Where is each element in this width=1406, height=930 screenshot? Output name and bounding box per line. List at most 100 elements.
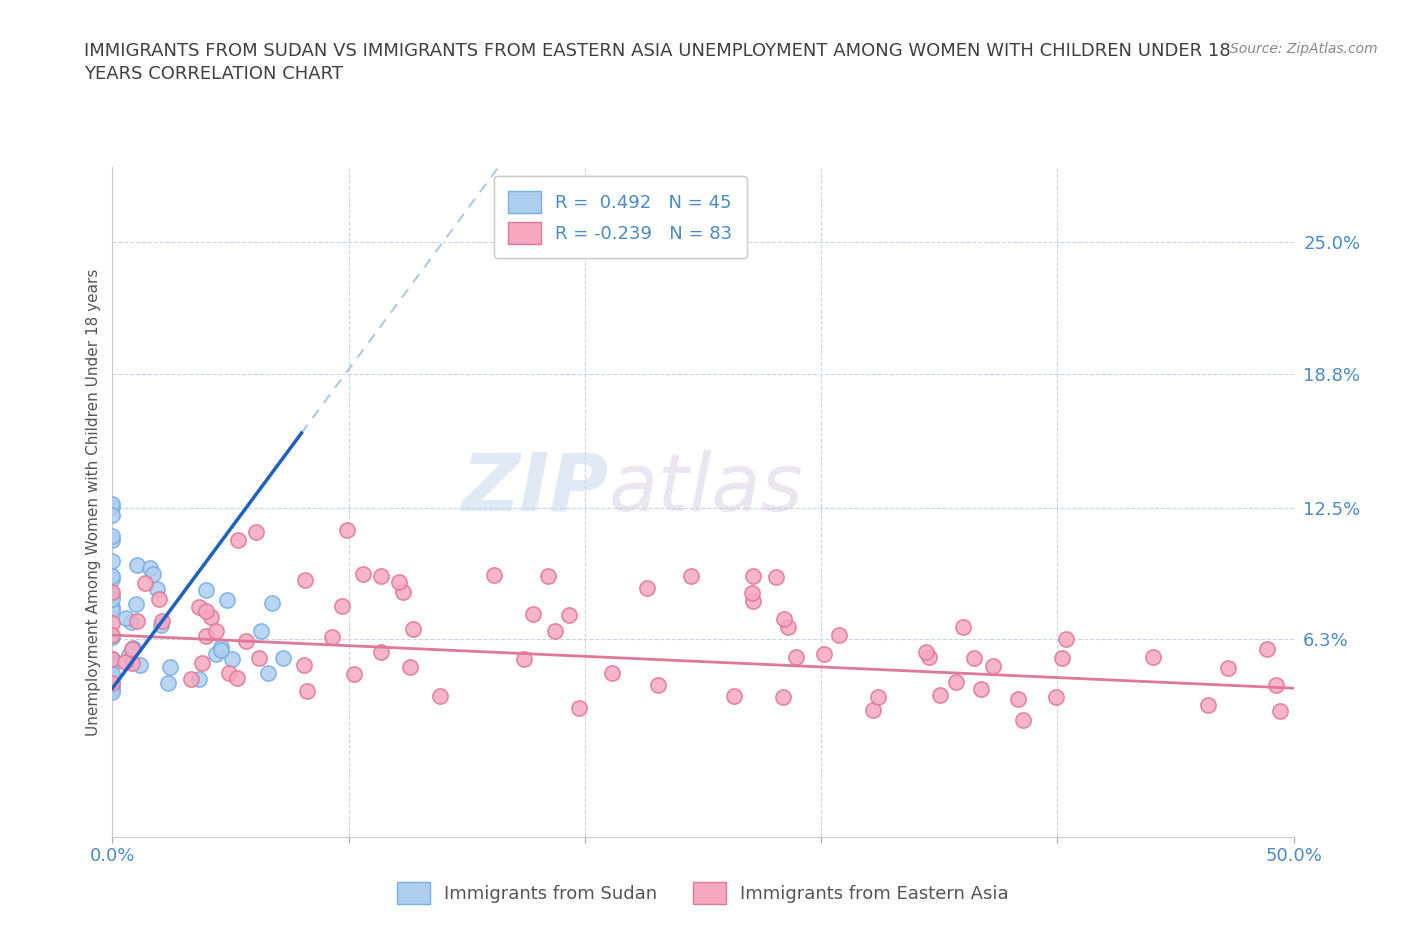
Point: [537, 568, 560, 583]
Point: [101, 628, 124, 643]
Point: [101, 657, 124, 671]
Point: [352, 566, 374, 581]
Point: [101, 678, 124, 693]
Point: [813, 646, 835, 661]
Point: [209, 643, 232, 658]
Point: [191, 656, 214, 671]
Point: [217, 592, 239, 607]
Point: [402, 621, 425, 636]
Point: [544, 623, 567, 638]
Point: [952, 619, 974, 634]
Point: [101, 684, 124, 699]
Point: [101, 630, 124, 644]
Point: [370, 569, 392, 584]
Point: [257, 666, 280, 681]
Point: [827, 628, 849, 643]
Point: [101, 616, 124, 631]
Point: [101, 591, 124, 606]
Point: [271, 651, 294, 666]
Point: [124, 596, 146, 611]
Point: [636, 580, 658, 595]
Point: [148, 592, 170, 607]
Point: [145, 582, 167, 597]
Point: [101, 584, 124, 599]
Point: [778, 619, 800, 634]
Point: [336, 522, 359, 537]
Point: [101, 667, 124, 682]
Point: [127, 557, 149, 572]
Point: [321, 630, 343, 644]
Point: [1045, 689, 1067, 704]
Point: [1197, 698, 1219, 712]
Point: [121, 656, 143, 671]
Point: [152, 614, 174, 629]
Point: [862, 703, 884, 718]
Point: [200, 609, 222, 624]
Text: ZIP: ZIP: [461, 450, 609, 528]
Point: [294, 572, 316, 587]
Point: [101, 508, 124, 523]
Point: [180, 671, 202, 686]
Point: [205, 624, 228, 639]
Point: [249, 623, 271, 638]
Point: [392, 585, 415, 600]
Point: [101, 528, 124, 543]
Point: [558, 608, 581, 623]
Point: [195, 604, 218, 618]
Point: [600, 666, 623, 681]
Point: [785, 650, 807, 665]
Point: [399, 660, 422, 675]
Text: Source: ZipAtlas.com: Source: ZipAtlas.com: [1230, 42, 1378, 56]
Point: [773, 612, 796, 627]
Point: [1012, 712, 1035, 727]
Point: [723, 688, 745, 703]
Point: [101, 588, 124, 603]
Point: [101, 553, 124, 568]
Point: [128, 658, 150, 672]
Point: [742, 594, 765, 609]
Point: [247, 650, 270, 665]
Point: [101, 675, 124, 690]
Text: atlas: atlas: [609, 450, 803, 528]
Point: [370, 644, 392, 659]
Point: [101, 682, 124, 697]
Point: [157, 676, 180, 691]
Point: [225, 671, 247, 685]
Point: [101, 651, 124, 666]
Point: [866, 690, 889, 705]
Point: [388, 575, 411, 590]
Point: [125, 614, 148, 629]
Point: [482, 568, 505, 583]
Point: [741, 568, 763, 583]
Point: [195, 629, 218, 644]
Point: [142, 566, 165, 581]
Point: [1256, 642, 1278, 657]
Point: [204, 646, 226, 661]
Point: [1054, 631, 1077, 646]
Point: [101, 572, 124, 587]
Point: [915, 644, 938, 659]
Point: [235, 633, 257, 648]
Point: [1007, 691, 1029, 706]
Point: [101, 651, 124, 666]
Point: [260, 595, 283, 610]
Point: [330, 599, 353, 614]
Point: [159, 660, 181, 675]
Point: [101, 599, 124, 614]
Point: [1270, 704, 1292, 719]
Point: [120, 615, 142, 630]
Point: [1264, 677, 1286, 692]
Point: [1216, 660, 1239, 675]
Point: [114, 655, 136, 670]
Point: [772, 689, 794, 704]
Point: [101, 603, 124, 618]
Point: [945, 675, 967, 690]
Legend: Immigrants from Sudan, Immigrants from Eastern Asia: Immigrants from Sudan, Immigrants from E…: [389, 875, 1017, 911]
Point: [121, 642, 143, 657]
Point: [741, 586, 763, 601]
Point: [194, 583, 217, 598]
Point: [139, 561, 162, 576]
Point: [513, 652, 536, 667]
Point: [963, 650, 986, 665]
Point: [209, 640, 232, 655]
